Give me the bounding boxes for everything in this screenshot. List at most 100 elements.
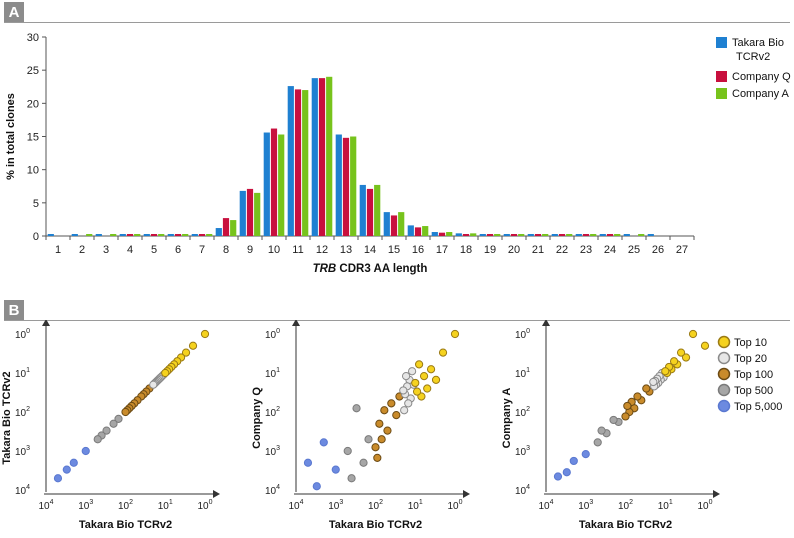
tick-base: 10 [158, 501, 170, 512]
bar [278, 134, 285, 236]
bar [302, 90, 309, 236]
tick-exp: 4 [550, 499, 554, 506]
y-axis-label: Takara Bio TCRv2 [1, 371, 13, 464]
bar [198, 234, 206, 236]
bar [398, 212, 405, 236]
data-point [69, 458, 78, 467]
bar [110, 234, 117, 236]
x-tick-label: 18 [460, 244, 472, 256]
data-point [426, 365, 436, 374]
data-point [419, 371, 429, 381]
data-point [415, 360, 424, 369]
x-tick-label: 3 [103, 244, 109, 256]
legend-swatch [716, 37, 727, 48]
x-tick-label: 17 [436, 244, 448, 256]
data-point [161, 368, 170, 378]
data-point [312, 482, 321, 491]
data-point [581, 449, 590, 459]
y-tick-label: 101 [515, 367, 530, 380]
tick-exp: 1 [419, 499, 423, 506]
y-tick-label: 103 [515, 445, 530, 458]
x-tick-label: 101 [408, 499, 423, 512]
tick-base: 10 [368, 501, 380, 512]
bar [479, 234, 486, 236]
bar [647, 234, 654, 236]
legend-swatch [716, 88, 727, 99]
x-tick-label: 103 [328, 499, 343, 512]
tick-base: 10 [265, 486, 277, 497]
data-point [633, 392, 642, 401]
data-point [102, 426, 111, 435]
bar [359, 184, 366, 236]
tick-base: 10 [408, 501, 420, 512]
tick-base: 10 [265, 447, 277, 458]
bar [558, 234, 566, 236]
y-tick-label: 10 [27, 165, 39, 177]
bar [119, 234, 126, 236]
bar [503, 234, 510, 236]
bar [575, 234, 582, 236]
tick-base: 10 [15, 408, 27, 419]
data-point [392, 410, 401, 420]
bar [366, 188, 374, 236]
bar [239, 190, 246, 236]
tick-base: 10 [15, 330, 27, 341]
tick-base: 10 [515, 330, 527, 341]
x-tick-label: 16 [412, 244, 424, 256]
bar [263, 132, 270, 236]
data-point [62, 465, 71, 474]
tick-exp: 4 [300, 499, 304, 506]
y-tick-label: 100 [515, 328, 530, 341]
data-point [562, 468, 571, 477]
legend-swatch [716, 71, 727, 82]
tick-exp: 0 [459, 499, 463, 506]
tick-exp: 2 [129, 499, 133, 506]
x-tick-label: 4 [127, 244, 133, 256]
tick-exp: 3 [89, 499, 93, 506]
x-tick-label: 104 [288, 499, 303, 512]
bar [167, 234, 174, 236]
tick-base: 10 [197, 501, 209, 512]
x-axis-arrow [713, 490, 720, 498]
y-tick-label: 104 [15, 484, 30, 497]
tick-base: 10 [515, 369, 527, 380]
tick-base: 10 [538, 501, 550, 512]
data-point [387, 399, 396, 408]
data-point [371, 443, 380, 452]
bar [551, 234, 558, 236]
x-axis-arrow [213, 490, 220, 498]
tick-base: 10 [265, 330, 277, 341]
data-point [431, 375, 441, 384]
x-tick-label: 13 [340, 244, 352, 256]
data-point [597, 426, 606, 435]
bar [606, 234, 614, 236]
bar [638, 234, 645, 236]
x-axis-label: Takara Bio TCRv2 [329, 519, 422, 531]
tick-base: 10 [697, 501, 709, 512]
bar [350, 136, 357, 236]
data-point [408, 367, 417, 376]
y-tick-label: 25 [27, 65, 39, 77]
x-tick-label: 27 [676, 244, 688, 256]
data-point [380, 406, 389, 415]
x-tick-label: 24 [604, 244, 616, 256]
bar [438, 232, 446, 236]
legend-label: Top 100 [734, 369, 773, 381]
panel-a-label: A [8, 3, 20, 21]
tick-exp: 1 [169, 499, 173, 506]
tick-exp: 2 [276, 406, 280, 413]
data-point [609, 415, 618, 425]
data-point [642, 384, 651, 393]
x-axis-label: Takara Bio TCRv2 [79, 519, 172, 531]
data-point [411, 378, 420, 388]
x-tick-label: 25 [628, 244, 640, 256]
x-tick-label: 103 [578, 499, 593, 512]
tick-exp: 1 [526, 367, 530, 374]
tick-exp: 1 [669, 499, 673, 506]
y-tick-label: 30 [27, 32, 39, 44]
tick-exp: 4 [50, 499, 54, 506]
tick-base: 10 [658, 501, 670, 512]
bar [222, 218, 230, 236]
data-point [700, 341, 710, 350]
y-tick-label: 104 [515, 484, 530, 497]
